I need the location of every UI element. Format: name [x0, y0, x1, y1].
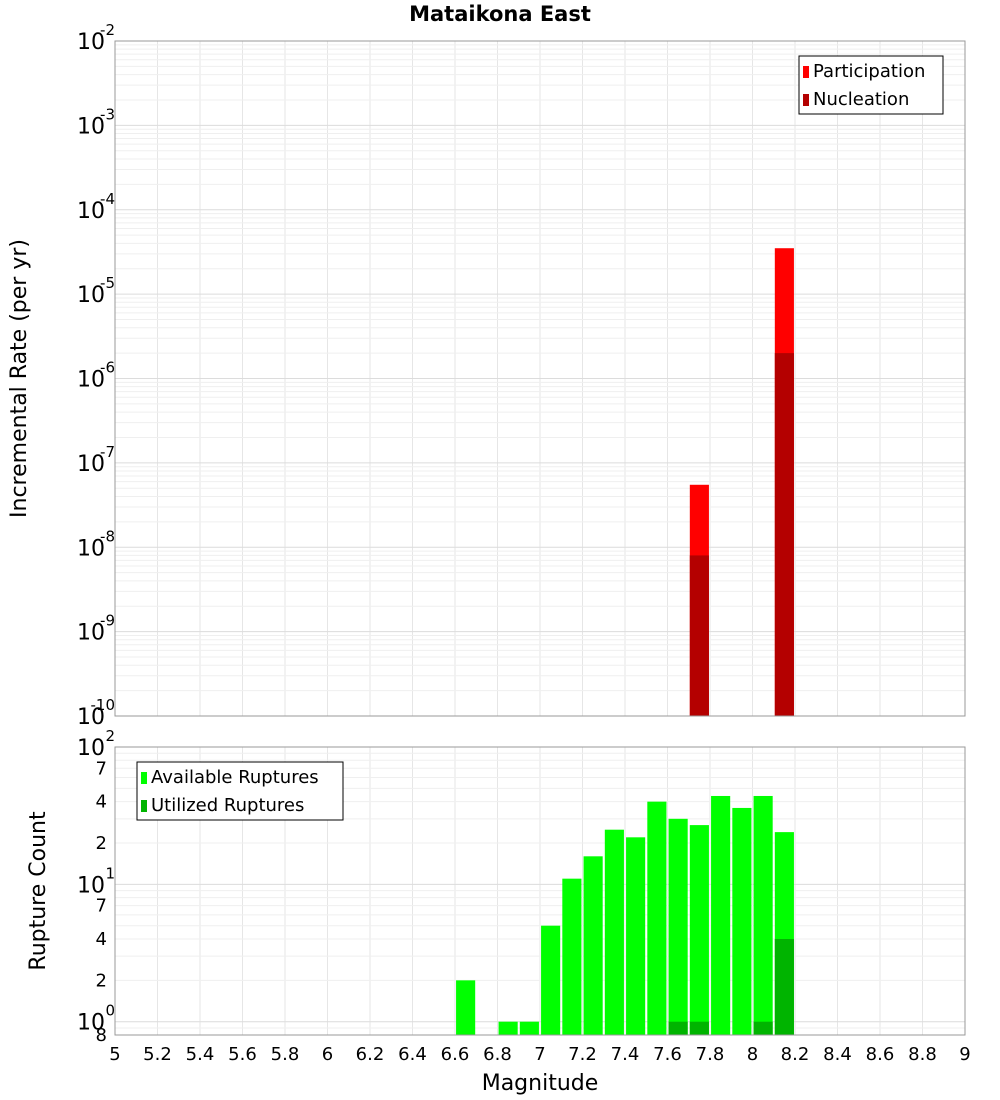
top-legend: Participation Nucleation — [798, 55, 944, 115]
y-tick-label: 2 — [96, 833, 107, 854]
y-tick-label: 10 — [77, 1011, 105, 1036]
x-tick-label: 7 — [534, 1044, 545, 1065]
y-tick-label: 10 — [77, 452, 105, 477]
bar-available-ruptures — [583, 856, 603, 1035]
x-tick-label: 5 — [109, 1044, 120, 1065]
y-tick-label: 7 — [96, 896, 107, 917]
y-tick-label: 10 — [77, 368, 105, 393]
y-tick-label: 4 — [96, 929, 107, 950]
x-tick-label: 7.8 — [696, 1044, 725, 1065]
bottom-plot-grid — [114, 747, 966, 1036]
bar-utilized-ruptures — [774, 939, 794, 1035]
x-tick-label: 6 — [322, 1044, 333, 1065]
x-tick-label: 6.8 — [483, 1044, 512, 1065]
y-tick-label: 10 — [77, 114, 105, 139]
x-tick-label: 6.6 — [441, 1044, 470, 1065]
legend-swatch — [141, 800, 147, 812]
x-tick-label: 5.4 — [186, 1044, 215, 1065]
bottom-legend: Available Ruptures Utilized Ruptures — [136, 761, 344, 821]
chart-title: Mataikona East — [409, 2, 591, 26]
y-tick-label: 10 — [77, 705, 105, 730]
bar-nucleation — [689, 555, 709, 716]
y-tick-label: 2 — [96, 970, 107, 991]
x-tick-label: 8.4 — [823, 1044, 852, 1065]
legend-label: Utilized Ruptures — [151, 795, 304, 816]
bar-available-ruptures — [753, 795, 773, 1035]
x-tick-label: 8.6 — [866, 1044, 895, 1065]
y-tick-exponent: -3 — [100, 105, 115, 123]
bar-available-ruptures — [626, 837, 646, 1035]
top-y-axis-label: Incremental Rate (per yr) — [7, 239, 32, 518]
legend-label: Nucleation — [813, 89, 909, 110]
bar-available-ruptures — [498, 1021, 518, 1035]
x-axis-label: Magnitude — [482, 1071, 599, 1096]
y-tick-label: 10 — [77, 736, 105, 761]
bar-utilized-ruptures — [668, 1021, 688, 1035]
bar-available-ruptures — [732, 807, 752, 1035]
y-tick-label: 10 — [77, 873, 105, 898]
y-tick-exponent: 0 — [105, 1002, 115, 1020]
x-tick-label: 8.8 — [908, 1044, 937, 1065]
bottom-plot-bars — [456, 795, 794, 1035]
x-tick-label: 8.2 — [781, 1044, 810, 1065]
y-tick-exponent: -9 — [100, 612, 115, 630]
bar-available-ruptures — [541, 925, 561, 1035]
x-tick-label: 9 — [959, 1044, 970, 1065]
top-plot-bars — [689, 248, 794, 717]
legend-box — [798, 55, 944, 115]
bar-available-ruptures — [456, 980, 476, 1035]
y-tick-exponent: 1 — [105, 864, 115, 882]
bar-available-ruptures — [711, 795, 731, 1035]
legend-label: Available Ruptures — [151, 767, 319, 788]
y-tick-exponent: 2 — [105, 727, 115, 745]
x-tick-label: 5.8 — [271, 1044, 300, 1065]
bar-available-ruptures — [604, 829, 624, 1035]
y-tick-label: 4 — [96, 792, 107, 813]
legend-swatch — [803, 66, 809, 78]
y-tick-label: 10 — [77, 199, 105, 224]
x-tick-label: 5.6 — [228, 1044, 257, 1065]
x-tick-label: 8 — [747, 1044, 758, 1065]
x-tick-label: 7.2 — [568, 1044, 597, 1065]
y-tick-label: 7 — [96, 758, 107, 779]
y-tick-label: 10 — [77, 536, 105, 561]
y-tick-label: 10 — [77, 283, 105, 308]
y-tick-exponent: -8 — [100, 527, 115, 545]
top-plot-grid — [114, 41, 966, 717]
top-plot-frame — [114, 40, 966, 717]
x-tick-label: 7.4 — [611, 1044, 640, 1065]
y-tick-exponent: -4 — [100, 190, 115, 208]
bar-utilized-ruptures — [753, 1021, 773, 1035]
legend-label: Participation — [813, 61, 925, 82]
x-tick-label: 6.4 — [398, 1044, 427, 1065]
y-tick-exponent: -7 — [100, 443, 115, 461]
y-tick-exponent: -2 — [100, 21, 115, 39]
bar-available-ruptures — [647, 801, 667, 1035]
legend-swatch — [141, 772, 147, 784]
bar-utilized-ruptures — [689, 1021, 709, 1035]
bar-available-ruptures — [519, 1021, 539, 1035]
bar-available-ruptures — [668, 818, 688, 1035]
x-tick-label: 5.2 — [143, 1044, 172, 1065]
y-tick-label: 10 — [77, 30, 105, 55]
y-tick-exponent: -5 — [100, 274, 115, 292]
bottom-plot-frame — [114, 746, 966, 1036]
y-tick-exponent: -6 — [100, 359, 115, 377]
x-tick-label: 7.6 — [653, 1044, 682, 1065]
y-tick-label: 10 — [77, 621, 105, 646]
legend-swatch — [803, 94, 809, 106]
legend-box — [136, 761, 344, 821]
x-ticks: 5 5.2 5.4 5.6 5.8 6 6.2 6.4 6.6 6.8 7 7.2 7.4 7.6 7.8 8… — [109, 1044, 970, 1065]
y-tick-exponent: -10 — [91, 696, 116, 714]
bar-nucleation — [774, 353, 794, 716]
x-tick-label: 6.2 — [356, 1044, 385, 1065]
bar-available-ruptures — [689, 825, 709, 1035]
bar-available-ruptures — [562, 878, 582, 1035]
bottom-y-axis-label: Rupture Count — [26, 811, 51, 971]
y-tick-label: 8 — [96, 1025, 107, 1046]
